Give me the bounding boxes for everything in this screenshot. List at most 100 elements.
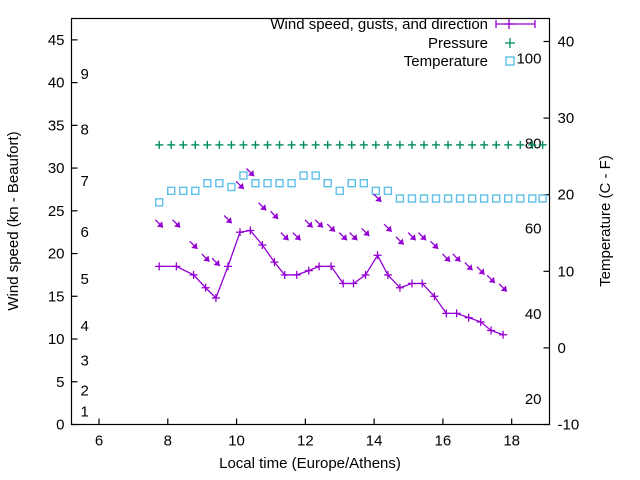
fahrenheit-label: 20 bbox=[525, 391, 542, 408]
wind-direction-arrow-head bbox=[306, 221, 313, 228]
beaufort-label: 5 bbox=[81, 271, 89, 288]
wind-direction-arrow-head bbox=[294, 234, 301, 241]
wind-direction-arrow-head bbox=[282, 234, 289, 241]
temperature-point bbox=[287, 178, 296, 188]
temperature-point bbox=[251, 178, 260, 188]
legend-label-pressure: Pressure bbox=[428, 35, 488, 52]
wind-direction-arrow-head bbox=[432, 242, 439, 249]
fahrenheit-label: 80 bbox=[525, 135, 542, 152]
y-tick-label: 25 bbox=[48, 203, 65, 220]
x-axis-title: Local time (Europe/Athens) bbox=[219, 455, 401, 472]
wind-direction-arrow-head bbox=[237, 182, 244, 190]
temperature-point bbox=[516, 194, 525, 203]
y-axis-title: Wind speed (kn - Beaufort) bbox=[5, 131, 22, 310]
beaufort-label: 8 bbox=[81, 122, 89, 139]
temperature-point bbox=[311, 171, 320, 180]
wind-direction-arrow-head bbox=[444, 255, 451, 262]
temperature-point bbox=[491, 194, 501, 203]
wind-direction-arrow-head bbox=[213, 259, 220, 266]
temperature-point bbox=[383, 186, 393, 196]
x-tick-label: 10 bbox=[228, 433, 245, 450]
fahrenheit-label: 40 bbox=[525, 306, 542, 323]
wind-direction-arrow-head bbox=[385, 225, 392, 232]
x-tick-label: 6 bbox=[95, 433, 103, 450]
wind-direction-arrow-head bbox=[375, 195, 382, 202]
y-tick-label: 30 bbox=[48, 160, 65, 177]
wind-direction-arrow-head bbox=[419, 234, 427, 241]
temperature-point bbox=[154, 198, 164, 207]
temperature-point bbox=[323, 178, 332, 188]
x-tick-label: 16 bbox=[435, 433, 452, 450]
temperature-point bbox=[467, 194, 477, 203]
temperature-point bbox=[443, 194, 453, 203]
temperature-point bbox=[167, 186, 176, 196]
temperature-point bbox=[179, 186, 188, 196]
wind-direction-arrow-head bbox=[351, 234, 358, 241]
wind-direction-arrow-head bbox=[409, 234, 416, 241]
temperature-point bbox=[431, 194, 441, 203]
temperature-point bbox=[203, 178, 212, 188]
y-tick-label: 45 bbox=[48, 32, 65, 49]
wind-direction-arrow-head bbox=[260, 204, 267, 211]
beaufort-scale-labels: 1 2 3 4 5 6 7 8 9 bbox=[81, 66, 89, 421]
wind-direction-arrow-head bbox=[488, 276, 495, 284]
beaufort-label: 4 bbox=[81, 318, 89, 335]
temperature-point bbox=[275, 178, 284, 188]
series-wind-speed bbox=[155, 226, 508, 339]
y2-tick-label: 10 bbox=[558, 263, 575, 280]
y-tick-label: 0 bbox=[56, 417, 64, 434]
x-tick-label: 8 bbox=[164, 433, 172, 450]
wind-direction-arrow-head bbox=[156, 221, 164, 228]
temperature-point bbox=[395, 194, 405, 203]
plot-frame bbox=[70, 17, 551, 426]
legend-label-temperature: Temperature bbox=[404, 53, 488, 70]
wind-direction-arrow-head bbox=[466, 264, 473, 271]
temperature-point bbox=[479, 194, 489, 203]
wind-direction-arrow-head bbox=[225, 217, 232, 224]
y-tick-label: 5 bbox=[56, 374, 64, 391]
temperature-point bbox=[191, 186, 200, 196]
wind-direction-arrow-head bbox=[272, 212, 279, 219]
wind-direction-arrow-head bbox=[191, 242, 198, 249]
legend-symbol-pressure bbox=[505, 38, 515, 48]
beaufort-label: 9 bbox=[81, 66, 89, 83]
wind-direction-arrow-head bbox=[397, 238, 404, 245]
temperature-point bbox=[528, 194, 537, 203]
x-tick-label: 18 bbox=[503, 433, 520, 450]
wind-direction-arrow-head bbox=[340, 234, 348, 241]
chart-legend: Wind speed, gusts, and direction Pressur… bbox=[270, 16, 536, 70]
wind-direction-arrow-head bbox=[363, 229, 370, 237]
temperature-point bbox=[371, 186, 381, 196]
temperature-point bbox=[299, 171, 308, 180]
temperature-point bbox=[538, 194, 547, 203]
x-tick-label: 14 bbox=[366, 433, 383, 450]
x-axis-ticks: 6 8 10 12 14 16 18 bbox=[95, 418, 520, 450]
y2-axis-title: Temperature (C - F) bbox=[597, 155, 614, 287]
legend-label-wind: Wind speed, gusts, and direction bbox=[270, 16, 488, 33]
fahrenheit-label: 60 bbox=[525, 220, 542, 237]
y-tick-label: 10 bbox=[48, 331, 65, 348]
wind-direction-arrow-head bbox=[248, 170, 255, 177]
y2-tick-label: 30 bbox=[558, 110, 575, 127]
series-temperature bbox=[154, 171, 547, 207]
temperature-point bbox=[407, 194, 417, 203]
temperature-point bbox=[455, 194, 465, 203]
beaufort-label: 1 bbox=[81, 404, 89, 421]
y-tick-label: 40 bbox=[48, 75, 65, 92]
wind-direction-arrow-head bbox=[174, 221, 181, 228]
temperature-point bbox=[347, 178, 356, 188]
beaufort-label: 3 bbox=[81, 352, 89, 369]
legend-symbol-wind bbox=[495, 19, 536, 29]
beaufort-label: 2 bbox=[81, 382, 89, 399]
y2-tick-label: 40 bbox=[558, 33, 575, 50]
wind-direction-arrow-head bbox=[454, 255, 461, 262]
y2-tick-label: 20 bbox=[558, 187, 575, 204]
y-axis-ticks: 0 5 10 15 20 25 30 35 40 45 bbox=[48, 32, 78, 434]
temperature-point bbox=[263, 178, 272, 188]
y2-axis-ticks: -10 0 10 20 30 40 bbox=[543, 33, 579, 434]
y2-tick-label: 0 bbox=[558, 340, 566, 357]
x-tick-label: 12 bbox=[297, 433, 314, 450]
temperature-point bbox=[504, 194, 513, 203]
series-gusts-direction bbox=[154, 168, 508, 293]
